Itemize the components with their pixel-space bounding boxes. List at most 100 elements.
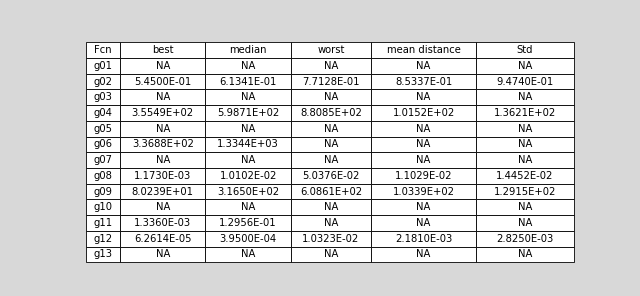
Bar bbox=[86, 137, 120, 152]
Text: 9.4740E-01: 9.4740E-01 bbox=[496, 77, 554, 87]
Text: NA: NA bbox=[241, 92, 255, 102]
Text: NA: NA bbox=[518, 155, 532, 165]
Bar bbox=[476, 42, 573, 58]
Text: NA: NA bbox=[241, 250, 255, 260]
Text: NA: NA bbox=[324, 92, 338, 102]
Bar bbox=[86, 231, 120, 247]
Text: 3.5549E+02: 3.5549E+02 bbox=[132, 108, 194, 118]
Bar bbox=[476, 121, 573, 137]
Bar bbox=[205, 58, 291, 74]
Bar bbox=[371, 105, 476, 121]
Bar bbox=[371, 58, 476, 74]
Text: NA: NA bbox=[324, 250, 338, 260]
Text: 1.2915E+02: 1.2915E+02 bbox=[493, 186, 556, 197]
Bar bbox=[291, 105, 371, 121]
Bar bbox=[86, 42, 120, 58]
Bar bbox=[476, 231, 573, 247]
Bar bbox=[371, 137, 476, 152]
Text: NA: NA bbox=[518, 218, 532, 228]
Text: NA: NA bbox=[241, 124, 255, 134]
Bar bbox=[291, 58, 371, 74]
Bar bbox=[291, 168, 371, 184]
Text: Fcn: Fcn bbox=[94, 45, 112, 55]
Text: NA: NA bbox=[518, 250, 532, 260]
Text: NA: NA bbox=[156, 92, 170, 102]
Text: g05: g05 bbox=[93, 124, 113, 134]
Bar bbox=[120, 215, 205, 231]
Bar bbox=[371, 74, 476, 89]
Text: 1.4452E-02: 1.4452E-02 bbox=[496, 171, 554, 181]
Text: g04: g04 bbox=[93, 108, 113, 118]
Text: g02: g02 bbox=[93, 77, 113, 87]
Text: 8.8085E+02: 8.8085E+02 bbox=[300, 108, 362, 118]
Text: NA: NA bbox=[241, 202, 255, 212]
Text: NA: NA bbox=[518, 202, 532, 212]
Bar bbox=[205, 184, 291, 200]
Text: g13: g13 bbox=[93, 250, 113, 260]
Bar bbox=[291, 89, 371, 105]
Text: NA: NA bbox=[417, 250, 431, 260]
Bar bbox=[476, 215, 573, 231]
Text: 2.8250E-03: 2.8250E-03 bbox=[496, 234, 554, 244]
Bar bbox=[205, 152, 291, 168]
Text: 1.2956E-01: 1.2956E-01 bbox=[220, 218, 277, 228]
Bar bbox=[86, 152, 120, 168]
Text: 1.1029E-02: 1.1029E-02 bbox=[395, 171, 452, 181]
Bar bbox=[291, 42, 371, 58]
Text: NA: NA bbox=[156, 61, 170, 71]
Bar bbox=[120, 231, 205, 247]
Text: NA: NA bbox=[156, 155, 170, 165]
Text: 7.7128E-01: 7.7128E-01 bbox=[302, 77, 360, 87]
Bar bbox=[291, 200, 371, 215]
Text: NA: NA bbox=[324, 218, 338, 228]
Text: NA: NA bbox=[324, 61, 338, 71]
Bar bbox=[120, 200, 205, 215]
Text: 1.3344E+03: 1.3344E+03 bbox=[217, 139, 279, 149]
Text: 5.4500E-01: 5.4500E-01 bbox=[134, 77, 191, 87]
Bar bbox=[86, 89, 120, 105]
Text: NA: NA bbox=[518, 139, 532, 149]
Bar bbox=[86, 200, 120, 215]
Bar bbox=[120, 137, 205, 152]
Bar bbox=[205, 105, 291, 121]
Text: NA: NA bbox=[324, 124, 338, 134]
Bar bbox=[205, 74, 291, 89]
Bar bbox=[371, 152, 476, 168]
Text: 3.3688E+02: 3.3688E+02 bbox=[132, 139, 194, 149]
Bar bbox=[291, 74, 371, 89]
Bar bbox=[371, 200, 476, 215]
Text: NA: NA bbox=[518, 92, 532, 102]
Bar bbox=[120, 42, 205, 58]
Bar bbox=[291, 215, 371, 231]
Text: NA: NA bbox=[241, 61, 255, 71]
Text: NA: NA bbox=[156, 250, 170, 260]
Bar bbox=[371, 247, 476, 262]
Text: g10: g10 bbox=[93, 202, 113, 212]
Text: NA: NA bbox=[417, 155, 431, 165]
Bar bbox=[291, 247, 371, 262]
Bar bbox=[476, 247, 573, 262]
Text: NA: NA bbox=[324, 202, 338, 212]
Bar bbox=[291, 137, 371, 152]
Text: worst: worst bbox=[317, 45, 345, 55]
Text: 6.0861E+02: 6.0861E+02 bbox=[300, 186, 362, 197]
Text: NA: NA bbox=[417, 61, 431, 71]
Text: NA: NA bbox=[417, 218, 431, 228]
Text: NA: NA bbox=[518, 61, 532, 71]
Text: 1.3360E-03: 1.3360E-03 bbox=[134, 218, 191, 228]
Text: NA: NA bbox=[156, 202, 170, 212]
Bar bbox=[476, 58, 573, 74]
Text: NA: NA bbox=[417, 202, 431, 212]
Bar bbox=[120, 184, 205, 200]
Bar bbox=[291, 231, 371, 247]
Bar bbox=[371, 42, 476, 58]
Bar bbox=[205, 121, 291, 137]
Bar bbox=[120, 168, 205, 184]
Text: NA: NA bbox=[324, 155, 338, 165]
Bar bbox=[476, 200, 573, 215]
Text: 5.9871E+02: 5.9871E+02 bbox=[217, 108, 279, 118]
Text: best: best bbox=[152, 45, 173, 55]
Text: 2.1810E-03: 2.1810E-03 bbox=[395, 234, 452, 244]
Bar bbox=[86, 215, 120, 231]
Text: 1.3621E+02: 1.3621E+02 bbox=[493, 108, 556, 118]
